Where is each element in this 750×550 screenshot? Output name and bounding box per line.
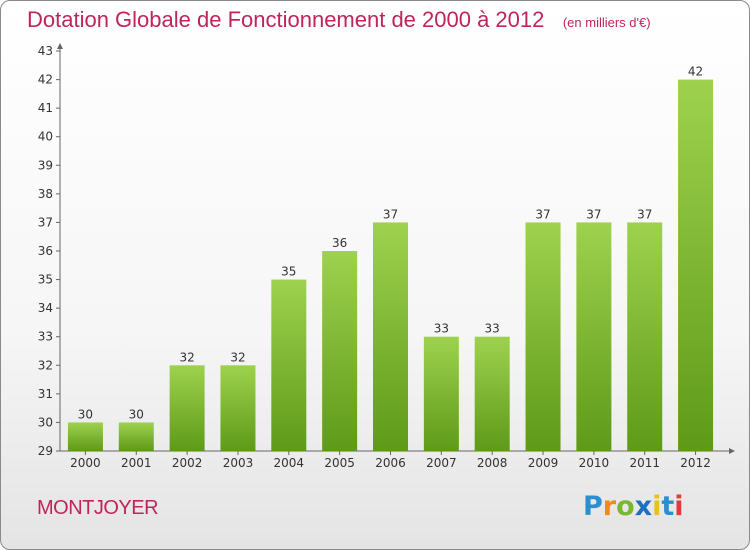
bar-value-label: 33 xyxy=(485,322,500,336)
y-tick-label: 32 xyxy=(38,358,53,372)
brand-letter: o xyxy=(616,491,635,522)
bar-2004 xyxy=(271,279,307,451)
x-tick-label: 2005 xyxy=(324,456,355,470)
y-tick-label: 42 xyxy=(38,73,53,87)
x-tick-label: 2003 xyxy=(223,456,254,470)
bar-value-label: 30 xyxy=(78,407,93,421)
x-tick-label: 2007 xyxy=(426,456,457,470)
bar-2001 xyxy=(118,422,154,451)
y-tick-label: 29 xyxy=(38,444,53,458)
bar-2009 xyxy=(525,222,561,451)
x-axis-arrow xyxy=(729,448,735,454)
bar-value-label: 36 xyxy=(332,236,347,250)
x-axis: 2000 2001 2002 2003 2004 2005 2006 2007 2008 2009… xyxy=(60,448,735,470)
bar-value-label: 37 xyxy=(637,207,652,221)
bar-2007 xyxy=(423,336,459,451)
x-tick-label: 2001 xyxy=(121,456,152,470)
brand-letter: i xyxy=(652,491,662,522)
x-tick-label: 2011 xyxy=(629,456,660,470)
y-tick-label: 36 xyxy=(38,244,53,258)
bar-value-label: 37 xyxy=(586,207,601,221)
brand-letter: x xyxy=(634,491,653,522)
x-tick-label: 2004 xyxy=(274,456,305,470)
bar-value-label: 37 xyxy=(535,207,550,221)
x-tick-label: 2010 xyxy=(579,456,610,470)
bar-value-label: 32 xyxy=(179,350,194,364)
data-labels: 30 30 32 32 35 36 37 33 33 37 37 37 42 xyxy=(78,65,703,422)
bar-value-label: 30 xyxy=(129,407,144,421)
x-tick-label: 2006 xyxy=(375,456,406,470)
bar-2006 xyxy=(373,222,408,451)
commune-name: MONTJOYER xyxy=(37,497,159,519)
bars xyxy=(67,79,714,452)
x-tick-label: 2012 xyxy=(680,456,711,470)
bar-value-label: 37 xyxy=(383,207,398,221)
x-tick-label: 2008 xyxy=(477,456,508,470)
y-tick-label: 38 xyxy=(38,187,53,201)
y-tick-label: 33 xyxy=(38,330,53,344)
brand-letter: P xyxy=(583,491,603,522)
y-tick-label: 41 xyxy=(38,101,53,115)
y-axis-arrow xyxy=(57,43,63,49)
bar-2002 xyxy=(169,365,205,451)
brand-logo[interactable]: Proxiti xyxy=(583,491,684,522)
bar-2003 xyxy=(220,365,256,451)
title-row: Dotation Globale de Fonctionnement de 20… xyxy=(27,7,651,33)
bar-2000 xyxy=(67,422,103,451)
chart-title: Dotation Globale de Fonctionnement de 20… xyxy=(27,7,545,32)
y-tick-label: 35 xyxy=(38,273,53,287)
x-tick-label: 2000 xyxy=(70,456,101,470)
x-tick-label: 2009 xyxy=(528,456,559,470)
bar-2010 xyxy=(576,222,612,451)
y-tick-label: 39 xyxy=(38,158,53,172)
bar-2012 xyxy=(678,79,714,452)
bar-value-label: 33 xyxy=(434,322,449,336)
bar-value-label: 35 xyxy=(281,265,296,279)
bar-value-label: 42 xyxy=(688,65,703,79)
brand-letter: t xyxy=(661,491,675,522)
x-tick-label: 2002 xyxy=(172,456,203,470)
y-axis: 29 30 31 32 33 34 35 36 37 38 39 40 41 42 43 xyxy=(38,43,63,458)
brand-letter: i xyxy=(674,491,684,522)
y-tick-label: 31 xyxy=(38,387,53,401)
brand-letter: r xyxy=(602,491,617,522)
y-tick-label: 34 xyxy=(38,301,53,315)
y-tick-label: 30 xyxy=(38,415,53,429)
chart-subtitle: (en milliers d'€) xyxy=(562,15,651,30)
bar-value-label: 32 xyxy=(230,350,245,364)
y-tick-label: 37 xyxy=(38,215,53,229)
y-tick-label: 40 xyxy=(38,130,53,144)
bar-2008 xyxy=(474,336,510,451)
y-tick-label: 43 xyxy=(38,44,53,58)
bar-2011 xyxy=(627,222,663,451)
bar-2005 xyxy=(322,251,358,451)
